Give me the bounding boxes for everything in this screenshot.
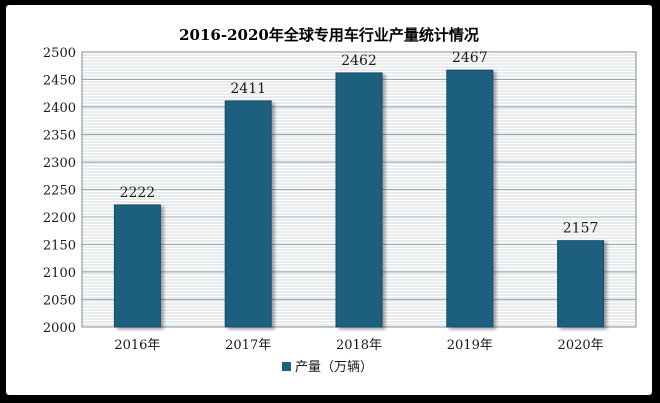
y-tick-label: 2200 [43,211,76,226]
data-label: 2157 [563,221,599,237]
data-label: 2467 [452,50,488,66]
y-tick-label: 2050 [43,294,76,309]
x-tick-label: 2020年 [558,338,604,353]
bar-chart: 2016-2020年全球专用车行业产量统计情况 2000 2050 2100 2150… [43,26,637,375]
y-tick-label: 2000 [43,321,76,336]
x-tick-label: 2018年 [336,338,382,353]
y-tick-label: 2450 [43,74,76,89]
chart-frame: 2016-2020年全球专用车行业产量统计情况 2000 2050 2100 2150… [6,5,652,395]
bar [335,72,383,328]
data-label: 2462 [341,53,377,69]
y-tick-label: 2150 [43,239,76,254]
x-tick-label: 2016年 [114,338,160,353]
bar [113,204,161,328]
data-label: 2222 [120,185,156,201]
chart-title: 2016-2020年全球专用车行业产量统计情况 [179,26,479,44]
legend: 产量（万辆） [282,360,373,375]
x-tick-label: 2017年 [225,338,271,353]
data-label: 2411 [230,81,266,97]
y-tick-label: 2100 [43,266,76,281]
y-tick-label: 2350 [43,129,76,144]
bar [446,69,494,328]
legend-swatch [282,362,291,371]
x-tick-label: 2019年 [447,338,493,353]
bar [557,240,605,328]
y-tick-label: 2300 [43,156,76,171]
y-tick-label: 2500 [43,46,76,61]
y-tick-label: 2400 [43,101,76,116]
plot-area: 2000 2050 2100 2150 2200 2250 2300 2350 2400 2450… [43,46,637,353]
bar [224,100,272,328]
legend-label: 产量（万辆） [295,360,373,375]
y-tick-label: 2250 [43,184,76,199]
